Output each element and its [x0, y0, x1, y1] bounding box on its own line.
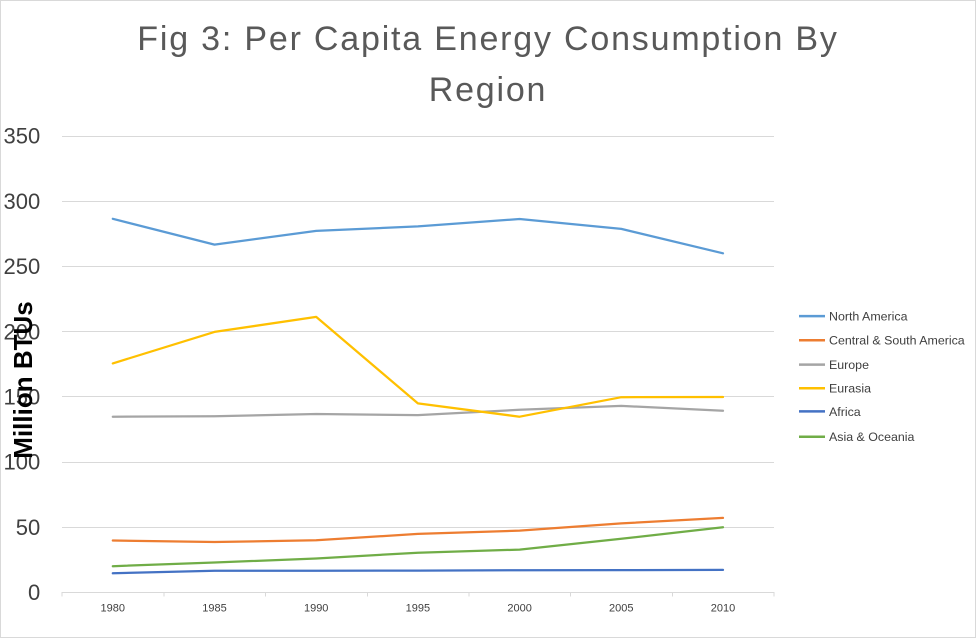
svg-text:350: 350 — [3, 124, 40, 149]
svg-text:Eurasia: Eurasia — [829, 382, 871, 396]
svg-text:Africa: Africa — [829, 405, 861, 419]
svg-text:Europe: Europe — [829, 358, 869, 372]
svg-text:100: 100 — [3, 450, 40, 475]
svg-text:0: 0 — [28, 580, 40, 605]
svg-text:Fig 3: Per Capita Energy Consu: Fig 3: Per Capita Energy Consumption By — [137, 20, 838, 58]
svg-text:2010: 2010 — [711, 603, 735, 615]
svg-text:Asia & Oceania: Asia & Oceania — [829, 430, 915, 444]
svg-text:1980: 1980 — [101, 603, 125, 615]
svg-text:Million BTUs: Million BTUs — [8, 301, 38, 458]
svg-text:Central & South America: Central & South America — [829, 334, 965, 348]
svg-text:50: 50 — [16, 515, 40, 540]
svg-text:250: 250 — [3, 254, 40, 279]
svg-text:1990: 1990 — [304, 603, 328, 615]
svg-text:200: 200 — [3, 319, 40, 344]
svg-text:2005: 2005 — [609, 603, 633, 615]
svg-text:Region: Region — [429, 71, 548, 109]
svg-text:150: 150 — [3, 385, 40, 410]
svg-text:1995: 1995 — [406, 603, 430, 615]
svg-text:1985: 1985 — [202, 603, 226, 615]
svg-text:North America: North America — [829, 310, 908, 324]
svg-text:2000: 2000 — [507, 603, 531, 615]
svg-text:300: 300 — [3, 189, 40, 214]
